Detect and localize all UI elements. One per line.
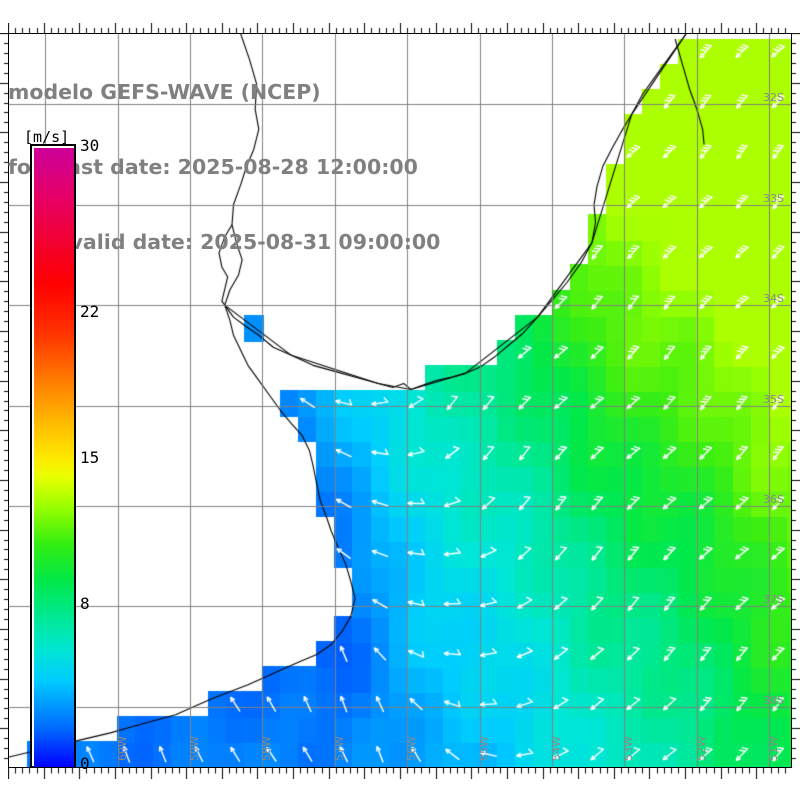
colorbar-tick-15: 15 bbox=[80, 448, 100, 467]
colorbar-tick-0: 0 bbox=[80, 754, 90, 773]
axis-ticks-left bbox=[0, 33, 8, 768]
colorbar[interactable] bbox=[30, 144, 76, 770]
colorbar-tick-8: 8 bbox=[80, 593, 90, 613]
axis-ticks-bottom bbox=[8, 768, 792, 779]
wind-barbs-overlay bbox=[9, 34, 791, 767]
colorbar-gradient bbox=[34, 148, 74, 767]
axis-ticks-right bbox=[792, 33, 800, 768]
colorbar-frame bbox=[30, 144, 76, 768]
colorbar-tick-30: 30 bbox=[80, 136, 100, 155]
colorbar-tick-22: 22 bbox=[80, 302, 100, 322]
axis-ticks-top bbox=[8, 23, 792, 33]
colorbar-unit-label: [m/s] bbox=[24, 128, 70, 146]
